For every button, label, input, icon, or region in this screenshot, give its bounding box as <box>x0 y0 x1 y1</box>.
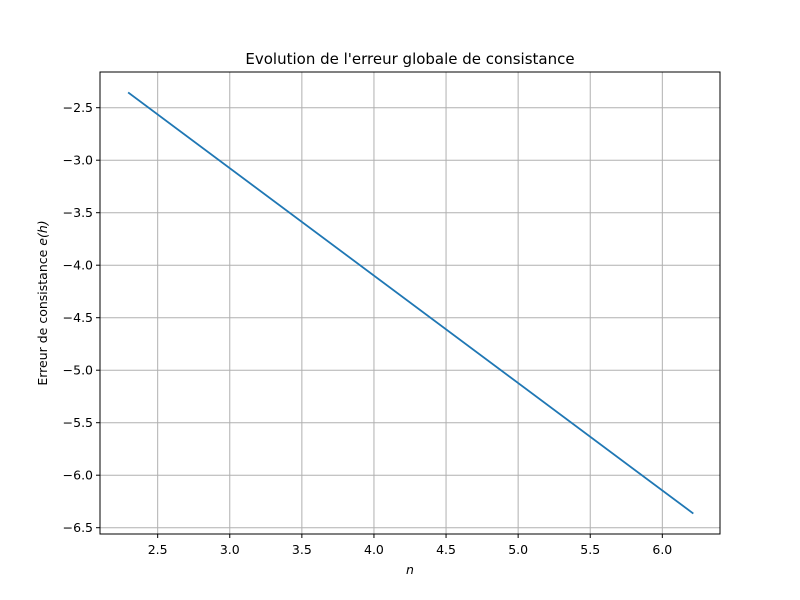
series-line <box>127 91 694 515</box>
chart-title: Evolution de l'erreur globale de consist… <box>245 50 574 68</box>
y-tick-label: −5.0 <box>63 363 93 378</box>
y-tick-label: −6.0 <box>63 468 93 483</box>
y-axis-label: Erreur de consistance e(h) <box>35 220 50 385</box>
y-tick-label: −4.5 <box>63 310 93 325</box>
x-tick-label: 5.5 <box>580 542 600 557</box>
x-tick-label: 3.5 <box>292 542 312 557</box>
x-tick-label: 4.5 <box>436 542 456 557</box>
x-tick-label: 6.0 <box>652 542 672 557</box>
grid-layer <box>100 72 720 534</box>
y-tick-label: −3.0 <box>63 153 93 168</box>
plot-frame <box>99 71 721 535</box>
x-axis: 2.5 3.0 3.5 4.0 4.5 5.0 5.5 6.0 <box>148 534 672 557</box>
y-tick-label: −6.5 <box>63 520 93 535</box>
x-tick-label: 5.0 <box>508 542 528 557</box>
series-layer <box>127 91 694 515</box>
y-axis-label-math: e(h) <box>35 220 50 245</box>
x-axis-label: n <box>406 562 414 577</box>
x-tick-label: 3.0 <box>220 542 240 557</box>
x-tick-label: 2.5 <box>148 542 168 557</box>
x-tick-label: 4.0 <box>364 542 384 557</box>
y-axis: −2.5 −3.0 −3.5 −4.0 −4.5 −5.0 −5.5 −6.0 −6.5 <box>63 100 100 535</box>
y-axis-label-prefix: Erreur de consistance <box>35 246 50 386</box>
y-tick-label: −2.5 <box>63 100 93 115</box>
y-tick-label: −3.5 <box>63 205 93 220</box>
y-tick-label: −5.5 <box>63 415 93 430</box>
y-tick-label: −4.0 <box>63 258 93 273</box>
